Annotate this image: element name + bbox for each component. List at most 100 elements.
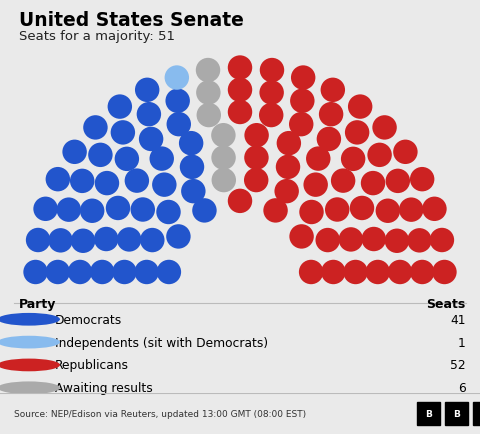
Circle shape [276, 155, 300, 180]
Circle shape [95, 171, 119, 196]
Circle shape [315, 228, 340, 253]
Circle shape [430, 228, 454, 253]
Circle shape [259, 81, 284, 105]
Circle shape [180, 155, 204, 180]
Circle shape [306, 147, 331, 171]
Circle shape [339, 228, 363, 252]
Circle shape [48, 229, 73, 253]
Circle shape [131, 198, 155, 222]
Circle shape [367, 143, 392, 168]
Circle shape [291, 66, 315, 91]
Circle shape [179, 132, 204, 156]
Text: B: B [453, 409, 460, 418]
Circle shape [196, 59, 220, 83]
Circle shape [331, 169, 355, 194]
Circle shape [135, 79, 159, 103]
Bar [445, 402, 468, 425]
Circle shape [372, 116, 397, 140]
Circle shape [303, 173, 328, 197]
Circle shape [137, 103, 161, 127]
Circle shape [152, 173, 177, 197]
Text: 41: 41 [450, 313, 466, 326]
Circle shape [228, 101, 252, 125]
Circle shape [299, 201, 324, 225]
Circle shape [197, 104, 221, 128]
Circle shape [275, 180, 299, 204]
Circle shape [388, 260, 412, 285]
Circle shape [299, 260, 324, 285]
Circle shape [33, 197, 58, 221]
Circle shape [70, 169, 95, 194]
Circle shape [375, 199, 400, 224]
Circle shape [57, 198, 81, 222]
Circle shape [134, 260, 159, 285]
Circle shape [111, 121, 135, 145]
Circle shape [321, 260, 346, 285]
Circle shape [432, 260, 456, 285]
Text: Seats: Seats [426, 297, 466, 310]
Circle shape [88, 143, 113, 168]
Circle shape [341, 147, 365, 172]
Circle shape [108, 95, 132, 119]
Circle shape [260, 59, 284, 83]
Circle shape [259, 104, 283, 128]
Circle shape [117, 228, 141, 252]
Circle shape [317, 128, 341, 152]
Circle shape [264, 199, 288, 223]
Circle shape [139, 128, 163, 152]
Bar [417, 402, 440, 425]
Circle shape [325, 198, 349, 222]
Circle shape [384, 229, 409, 253]
Circle shape [385, 169, 410, 194]
Circle shape [345, 121, 369, 145]
Circle shape [90, 260, 114, 285]
Circle shape [156, 260, 181, 285]
Circle shape [167, 113, 191, 137]
Circle shape [244, 146, 269, 171]
Circle shape [289, 225, 314, 249]
Text: Republicans: Republicans [55, 358, 129, 372]
Circle shape [244, 168, 268, 193]
Text: 6: 6 [458, 381, 466, 395]
Bar [473, 402, 480, 425]
Text: Source: NEP/Edison via Reuters, updated 13:00 GMT (08:00 EST): Source: NEP/Edison via Reuters, updated … [14, 409, 307, 418]
Circle shape [165, 66, 189, 91]
Circle shape [166, 225, 191, 249]
Text: Independents (sit with Democrats): Independents (sit with Democrats) [55, 336, 268, 349]
Circle shape [166, 89, 190, 114]
Text: Party: Party [19, 297, 57, 310]
Circle shape [80, 199, 105, 224]
Circle shape [366, 260, 390, 285]
Circle shape [211, 124, 236, 148]
Circle shape [350, 196, 374, 220]
Circle shape [244, 124, 269, 148]
Circle shape [106, 196, 130, 220]
Circle shape [276, 132, 301, 156]
Circle shape [71, 229, 96, 253]
Circle shape [319, 103, 343, 127]
Circle shape [361, 227, 386, 252]
Circle shape [125, 169, 149, 194]
Circle shape [68, 260, 92, 285]
Circle shape [181, 180, 205, 204]
Circle shape [62, 140, 87, 164]
Circle shape [361, 171, 385, 196]
Text: Awaiting results: Awaiting results [55, 381, 153, 395]
Circle shape [348, 95, 372, 119]
Circle shape [0, 336, 60, 349]
Circle shape [410, 168, 434, 192]
Circle shape [149, 147, 174, 171]
Circle shape [83, 116, 108, 140]
Circle shape [212, 168, 236, 193]
Circle shape [321, 79, 345, 103]
Circle shape [343, 260, 368, 285]
Circle shape [422, 197, 447, 221]
Circle shape [46, 168, 70, 192]
Circle shape [211, 146, 236, 171]
Circle shape [0, 359, 60, 372]
Text: United States Senate: United States Senate [19, 11, 244, 30]
Circle shape [94, 227, 119, 252]
Text: Seats for a majority: 51: Seats for a majority: 51 [19, 30, 175, 43]
Text: Democrats: Democrats [55, 313, 122, 326]
Text: 52: 52 [450, 358, 466, 372]
